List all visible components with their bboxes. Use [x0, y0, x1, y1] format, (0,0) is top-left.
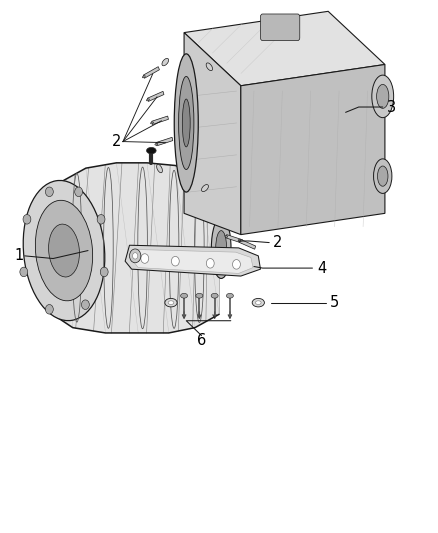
Circle shape — [23, 214, 31, 224]
Circle shape — [233, 260, 240, 269]
FancyBboxPatch shape — [261, 14, 300, 41]
Ellipse shape — [196, 293, 203, 298]
Circle shape — [81, 300, 89, 310]
Ellipse shape — [146, 99, 149, 101]
Circle shape — [75, 187, 83, 197]
Polygon shape — [226, 235, 243, 243]
Circle shape — [141, 254, 149, 263]
Circle shape — [130, 249, 141, 263]
Ellipse shape — [180, 293, 187, 298]
Text: 2: 2 — [112, 134, 121, 149]
Ellipse shape — [162, 59, 169, 66]
Ellipse shape — [378, 166, 388, 186]
Ellipse shape — [372, 75, 394, 118]
Ellipse shape — [377, 84, 389, 108]
Polygon shape — [152, 116, 169, 125]
Ellipse shape — [147, 148, 156, 154]
Circle shape — [133, 253, 138, 259]
Ellipse shape — [155, 143, 158, 145]
Ellipse shape — [225, 235, 228, 237]
Polygon shape — [156, 138, 173, 146]
Circle shape — [206, 259, 214, 268]
Polygon shape — [148, 91, 164, 101]
Ellipse shape — [182, 99, 190, 147]
Ellipse shape — [211, 293, 218, 298]
Polygon shape — [125, 245, 261, 276]
Ellipse shape — [49, 224, 79, 277]
Ellipse shape — [157, 164, 162, 173]
Ellipse shape — [35, 200, 93, 301]
Circle shape — [20, 267, 28, 277]
Circle shape — [97, 214, 105, 224]
Text: 3: 3 — [387, 100, 396, 115]
Ellipse shape — [216, 231, 226, 265]
Ellipse shape — [255, 301, 261, 304]
Ellipse shape — [174, 54, 198, 192]
Ellipse shape — [212, 217, 231, 278]
Ellipse shape — [179, 76, 194, 169]
Circle shape — [171, 256, 179, 266]
Circle shape — [46, 187, 53, 197]
Ellipse shape — [252, 298, 265, 307]
Polygon shape — [143, 67, 159, 78]
Ellipse shape — [238, 240, 241, 242]
Circle shape — [46, 304, 53, 314]
Text: 4: 4 — [317, 261, 326, 276]
Ellipse shape — [142, 76, 145, 78]
Text: 2: 2 — [273, 235, 283, 250]
Ellipse shape — [168, 301, 174, 304]
Circle shape — [100, 267, 108, 277]
Ellipse shape — [226, 293, 233, 298]
Polygon shape — [184, 11, 385, 86]
Ellipse shape — [23, 181, 105, 321]
Polygon shape — [134, 249, 253, 273]
Ellipse shape — [165, 298, 177, 307]
Ellipse shape — [201, 184, 208, 191]
Ellipse shape — [206, 63, 212, 71]
Ellipse shape — [151, 122, 154, 124]
Polygon shape — [241, 64, 385, 235]
Polygon shape — [184, 33, 241, 235]
Polygon shape — [49, 163, 219, 333]
Text: 5: 5 — [330, 295, 339, 310]
Text: 1: 1 — [14, 248, 24, 263]
Polygon shape — [239, 239, 256, 249]
Ellipse shape — [374, 159, 392, 193]
Text: 6: 6 — [197, 334, 206, 349]
